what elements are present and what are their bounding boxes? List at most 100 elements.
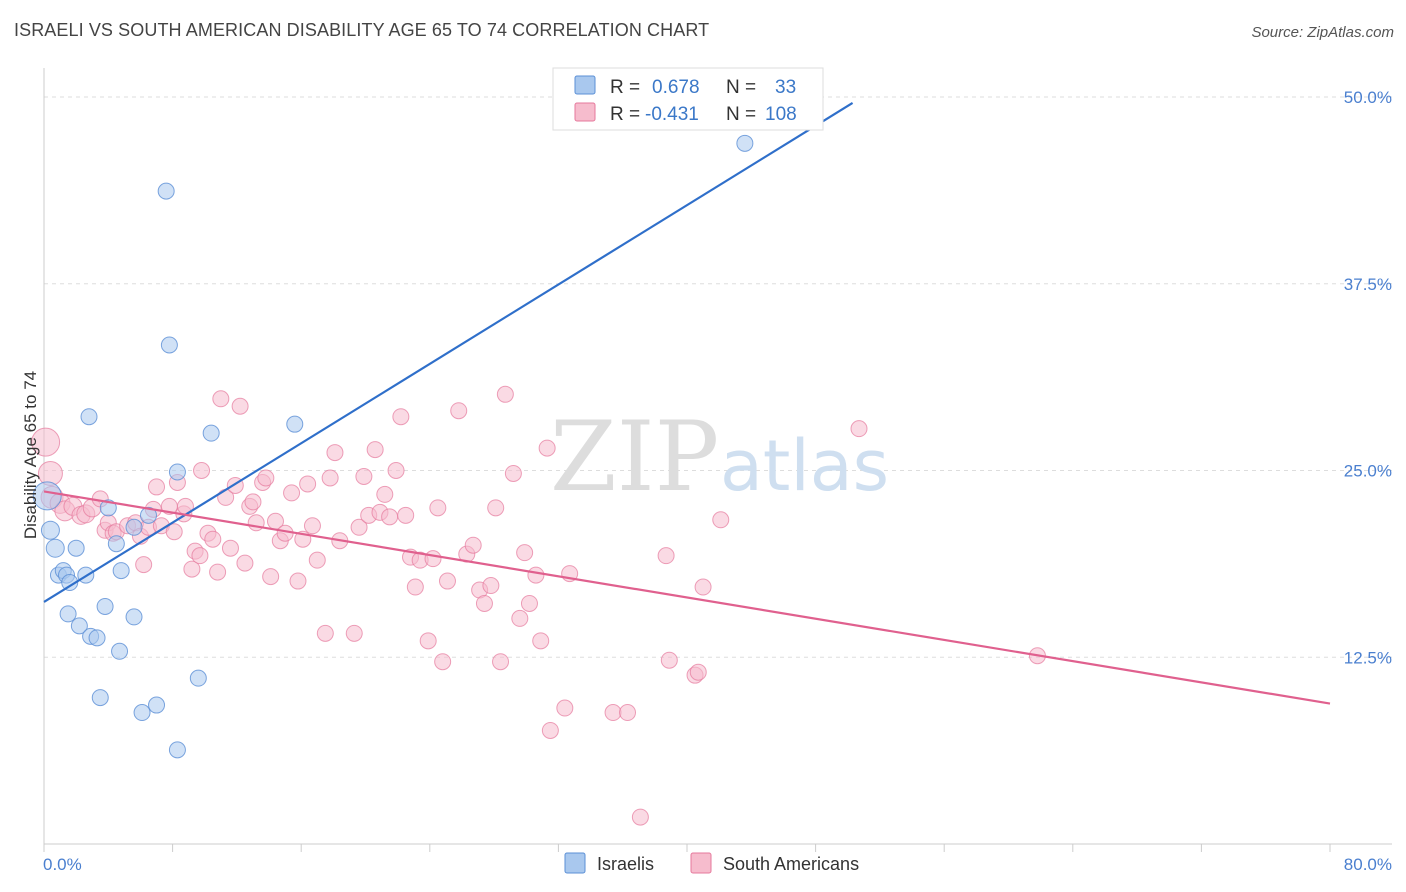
south-americans-point bbox=[345, 624, 363, 642]
y-tick-label: 25.0% bbox=[1344, 462, 1392, 481]
watermark: ZIP atlas bbox=[550, 401, 889, 513]
south-americans-r-value: -0.431 bbox=[645, 104, 699, 125]
south-americans-point bbox=[350, 518, 368, 536]
south-americans-point bbox=[231, 397, 249, 415]
south-americans-trend-line bbox=[43, 490, 1331, 705]
israelis-point bbox=[160, 336, 178, 354]
israelis-point bbox=[45, 538, 65, 558]
israelis-point bbox=[112, 562, 130, 580]
south-americans-point bbox=[276, 524, 294, 542]
south-americans-point bbox=[532, 632, 550, 650]
south-americans-r-label: R = bbox=[610, 104, 640, 125]
source-credit: Source: ZipAtlas.com bbox=[1251, 24, 1394, 41]
south-americans-point bbox=[148, 478, 166, 496]
south-americans-point bbox=[221, 539, 239, 557]
south-americans-point bbox=[308, 551, 326, 569]
south-americans-point bbox=[631, 808, 649, 826]
israelis-point bbox=[67, 539, 85, 557]
south-americans-points bbox=[31, 385, 1046, 826]
south-americans-point bbox=[538, 439, 556, 457]
south-americans-point bbox=[487, 499, 505, 517]
south-americans-point bbox=[406, 578, 424, 596]
south-americans-point bbox=[376, 485, 394, 503]
israelis-point bbox=[168, 463, 186, 481]
south-americans-point bbox=[527, 566, 545, 584]
south-americans-point bbox=[712, 511, 730, 529]
south-americans-point bbox=[689, 663, 707, 681]
israelis-point bbox=[107, 535, 125, 553]
legend-israelis-label: Israelis bbox=[597, 854, 654, 874]
y-axis-label: Disability Age 65 to 74 bbox=[21, 371, 40, 539]
south-americans-point bbox=[321, 469, 339, 487]
south-americans-point bbox=[424, 550, 442, 568]
israelis-trend-line bbox=[43, 102, 854, 603]
south-americans-point bbox=[556, 699, 574, 717]
trend-lines bbox=[43, 102, 1331, 705]
stats-legend: R = 0.678 N = 33 R = -0.431 N = 108 bbox=[552, 67, 824, 131]
south-americans-point bbox=[366, 441, 384, 459]
south-americans-point bbox=[511, 609, 529, 627]
south-americans-point bbox=[262, 568, 280, 586]
israelis-r-value: 0.678 bbox=[652, 77, 700, 98]
south-americans-point bbox=[694, 578, 712, 596]
israelis-point bbox=[148, 696, 166, 714]
y-tick-label: 50.0% bbox=[1344, 88, 1392, 107]
israelis-point bbox=[91, 689, 109, 707]
israelis-r-label: R = bbox=[610, 77, 640, 98]
israelis-point bbox=[736, 134, 754, 152]
south-americans-point bbox=[316, 624, 334, 642]
israelis-point bbox=[59, 605, 77, 623]
south-americans-point bbox=[165, 523, 183, 541]
israelis-n-value: 33 bbox=[775, 77, 796, 98]
israelis-legend-swatch bbox=[574, 75, 596, 95]
israelis-point bbox=[32, 481, 62, 511]
south-americans-point bbox=[209, 563, 227, 581]
israelis-point bbox=[96, 597, 114, 615]
israelis-point bbox=[157, 182, 175, 200]
israelis-points bbox=[32, 134, 754, 759]
south-americans-point bbox=[236, 554, 254, 572]
israelis-point bbox=[286, 415, 304, 433]
south-americans-point bbox=[429, 499, 447, 517]
israelis-point bbox=[99, 499, 117, 517]
south-americans-point bbox=[516, 544, 534, 562]
israelis-point bbox=[133, 704, 151, 722]
israelis-point bbox=[189, 669, 207, 687]
israelis-point bbox=[80, 408, 98, 426]
israelis-n-label: N = bbox=[726, 77, 756, 98]
israelis-point bbox=[125, 518, 143, 536]
south-americans-point bbox=[475, 594, 493, 612]
south-americans-point bbox=[135, 556, 153, 574]
israelis-point bbox=[61, 574, 79, 592]
south-americans-point bbox=[381, 508, 399, 526]
south-americans-point bbox=[392, 408, 410, 426]
south-americans-point bbox=[257, 469, 275, 487]
watermark-atlas: atlas bbox=[720, 425, 889, 507]
south-americans-n-value: 108 bbox=[765, 104, 797, 125]
south-americans-point bbox=[303, 517, 321, 535]
south-americans-point bbox=[464, 536, 482, 554]
south-americans-point bbox=[482, 577, 500, 595]
south-americans-n-label: N = bbox=[726, 104, 756, 125]
watermark-zip: ZIP bbox=[550, 401, 719, 513]
stats-legend-box bbox=[552, 67, 824, 131]
series-legend: Israelis South Americans bbox=[564, 852, 859, 874]
x-tick-label-right: 80.0% bbox=[1344, 855, 1392, 874]
legend-south-americans-label: South Americans bbox=[723, 854, 859, 874]
south-americans-point bbox=[244, 493, 262, 511]
x-tick-label-left: 0.0% bbox=[43, 855, 82, 874]
chart-title: ISRAELI VS SOUTH AMERICAN DISABILITY AGE… bbox=[14, 20, 710, 40]
south-americans-point bbox=[850, 420, 868, 438]
israelis-point bbox=[40, 520, 60, 540]
grid bbox=[44, 96, 1392, 658]
south-americans-point bbox=[660, 651, 678, 669]
south-americans-point bbox=[496, 385, 514, 403]
south-americans-point bbox=[289, 572, 307, 590]
south-americans-point bbox=[355, 467, 373, 485]
south-americans-legend-swatch bbox=[574, 102, 596, 122]
y-tick-label: 37.5% bbox=[1344, 275, 1392, 294]
israelis-point bbox=[88, 629, 106, 647]
south-americans-point bbox=[387, 462, 405, 479]
south-americans-point bbox=[520, 594, 538, 612]
y-tick-labels: 12.5% 25.0% 37.5% 50.0% bbox=[1344, 88, 1392, 667]
